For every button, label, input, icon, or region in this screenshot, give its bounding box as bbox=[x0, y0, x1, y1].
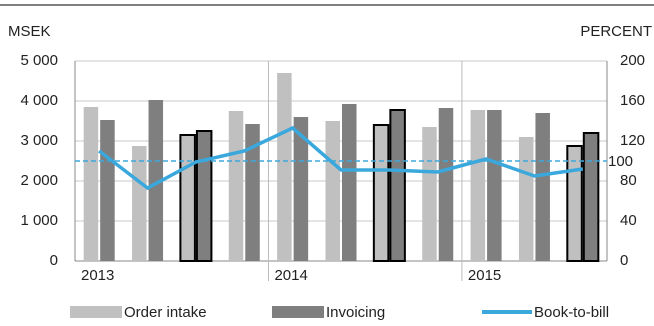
bar bbox=[389, 109, 406, 262]
legend-label: Book-to-bill bbox=[534, 304, 609, 321]
bar bbox=[100, 120, 115, 261]
y-tick-label: 0 bbox=[50, 252, 58, 269]
x-tick-label: 2014 bbox=[274, 267, 307, 284]
bar bbox=[277, 73, 292, 261]
bar bbox=[195, 130, 213, 262]
bar bbox=[487, 110, 502, 261]
right-axis-label: PERCENT bbox=[580, 23, 652, 40]
bar bbox=[566, 145, 583, 262]
bar bbox=[470, 110, 486, 261]
x-tick-label: 2013 bbox=[81, 267, 114, 284]
bar bbox=[438, 108, 454, 261]
legend-swatch bbox=[272, 306, 324, 318]
y2-tick-label: 0 bbox=[620, 252, 628, 269]
bar bbox=[132, 146, 147, 261]
bar bbox=[372, 124, 390, 262]
bar bbox=[228, 111, 244, 261]
reference-label: 100 bbox=[608, 153, 633, 170]
x-tick-label: 2015 bbox=[468, 267, 501, 284]
bar bbox=[582, 132, 600, 262]
y2-tick-label: 160 bbox=[620, 92, 645, 109]
bar bbox=[342, 104, 357, 261]
bar bbox=[245, 124, 260, 261]
y-tick-label: 3 000 bbox=[20, 132, 58, 149]
y2-tick-label: 40 bbox=[620, 212, 637, 229]
y-tick-label: 1 000 bbox=[20, 212, 58, 229]
legend-swatch bbox=[70, 306, 122, 318]
bar bbox=[83, 107, 99, 261]
line-series bbox=[98, 125, 584, 191]
bar bbox=[422, 127, 437, 261]
legend-label: Order intake bbox=[124, 304, 207, 321]
y-tick-label: 4 000 bbox=[20, 92, 58, 109]
y2-tick-label: 200 bbox=[620, 52, 645, 69]
bar bbox=[518, 137, 534, 261]
bar bbox=[293, 117, 309, 261]
left-axis-label: MSEK bbox=[8, 23, 51, 40]
y2-tick-label: 120 bbox=[620, 132, 645, 149]
y-tick-label: 2 000 bbox=[20, 172, 58, 189]
legend-label: Invoicing bbox=[326, 304, 385, 321]
bar bbox=[148, 100, 164, 261]
y2-tick-label: 80 bbox=[620, 172, 637, 189]
bar bbox=[325, 121, 340, 261]
bar bbox=[179, 134, 196, 262]
y-tick-label: 5 000 bbox=[20, 52, 58, 69]
bar bbox=[535, 113, 550, 261]
